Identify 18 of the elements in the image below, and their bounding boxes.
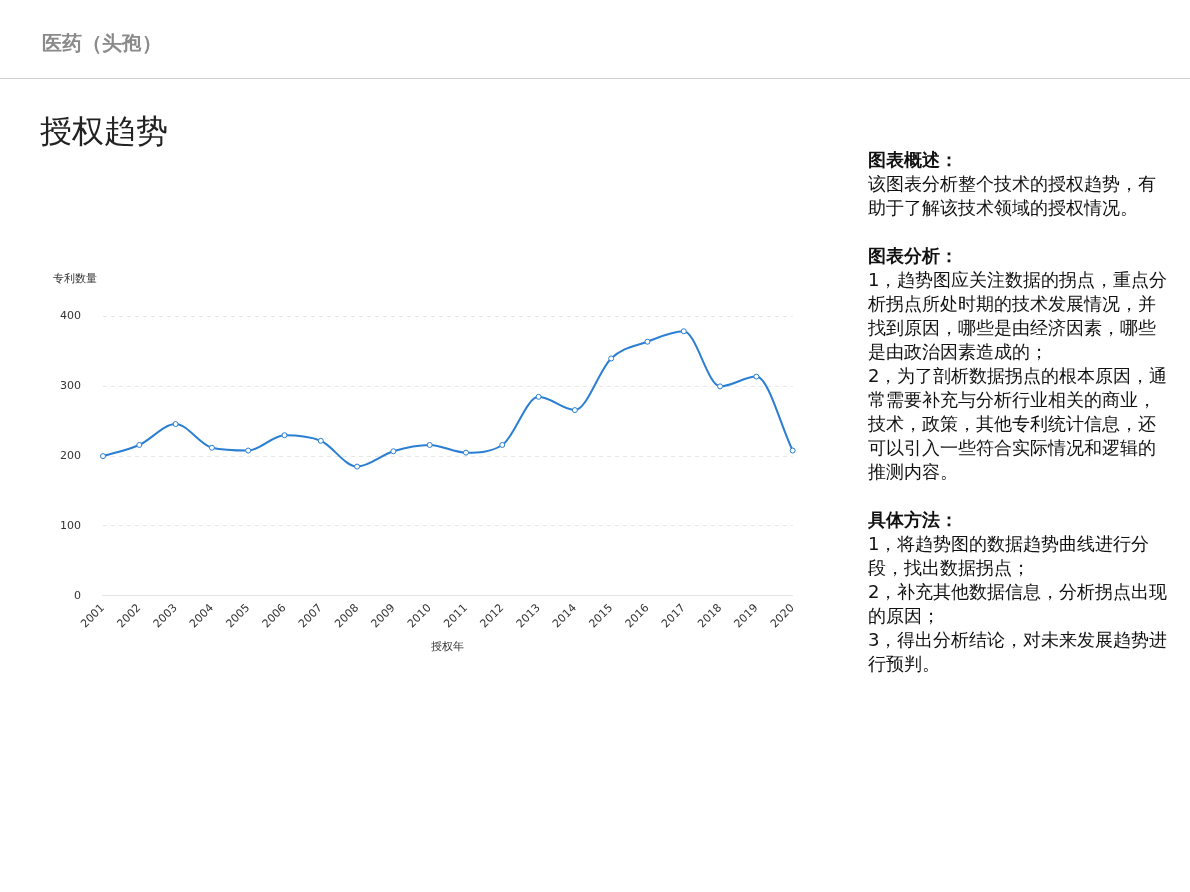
text: 2，为了剖析数据拐点的根本原因，通常需要补充与分析行业相关的商业，技术，政策，其他专利统计信息，还可以引入一些符合实际情况和逻辑的推测内容。 [868, 364, 1168, 484]
y-tick-label: 400 [60, 309, 81, 323]
chart-title: 授权趋势 [40, 111, 168, 152]
text: 图表概述： [868, 148, 959, 172]
text: 图表分析： [868, 244, 959, 268]
y-axis-title: 专利数量 [53, 271, 97, 286]
text: 该图表分析整个技术的授权趋势，有助于了解该技术领域的授权情况。 [868, 172, 1157, 220]
text: 2，补充其他数据信息，分析拐点出现的原因； [868, 580, 1168, 628]
chart-subtitle: 医药（头孢） [42, 30, 162, 57]
text: 1，将趋势图的数据趋势曲线进行分段，找出数据拐点； [868, 532, 1151, 580]
y-tick-label: 100 [60, 518, 81, 532]
text: 3，得出分析结论，对未来发展趋势进行预判。 [868, 628, 1168, 676]
x-axis-title: 授权年 [431, 640, 465, 654]
y-tick-label: 0 [74, 588, 81, 602]
text: 具体方法： [868, 508, 959, 532]
y-tick-label: 200 [60, 449, 81, 462]
text: 1，趋势图应关注数据的拐点，重点分析拐点所处时期的技术发展情况，并找到原因，哪些是由经济因素，哪些是由政治因素造成的； [868, 268, 1168, 364]
y-tick-label: 300 [60, 379, 81, 393]
